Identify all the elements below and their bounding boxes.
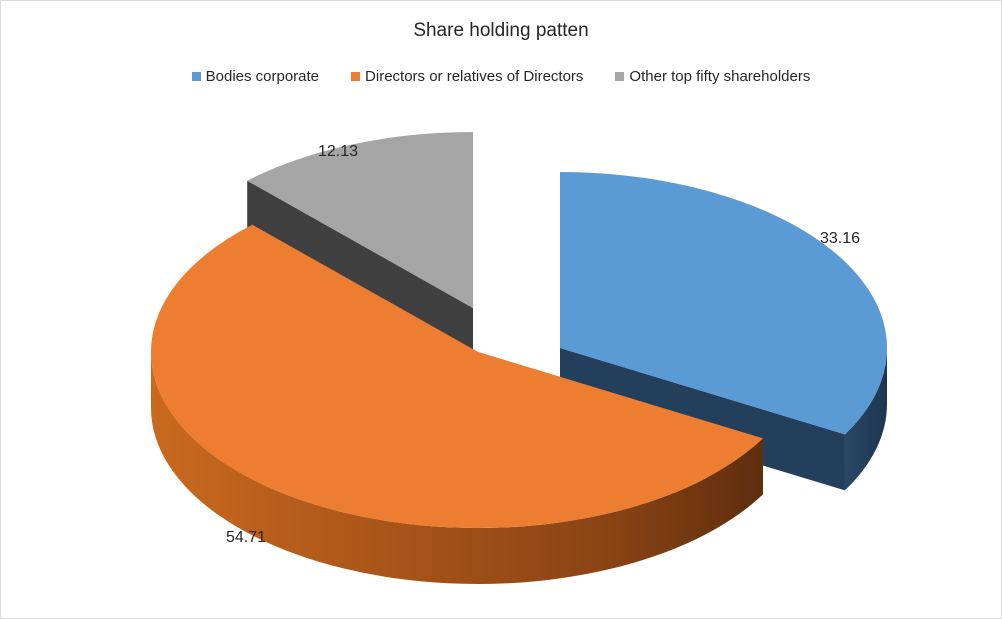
data-label: 54.71 bbox=[226, 529, 266, 546]
pie-slice-side-bodies-corporate bbox=[844, 348, 887, 491]
pie-slice-directors-or-relatives-of-directors bbox=[150, 224, 763, 529]
data-label: 12.13 bbox=[318, 143, 358, 160]
pie-slice-wall-bodies-corporate bbox=[560, 348, 845, 491]
legend-item-bodies-corporate: Bodies corporate bbox=[191, 68, 320, 85]
pie-slice-bodies-corporate bbox=[560, 172, 887, 435]
legend-label: Bodies corporate bbox=[205, 68, 320, 85]
legend-swatch bbox=[615, 72, 625, 81]
legend-swatch bbox=[351, 72, 361, 81]
legend-label: Other top fifty shareholders bbox=[629, 68, 811, 85]
legend-item-other-top-fifty: Other top fifty shareholders bbox=[615, 68, 810, 85]
pie-slice-other-top-fifty-shareholders bbox=[247, 132, 473, 308]
legend: Bodies corporate Directors or relatives … bbox=[1, 68, 1001, 85]
legend-item-directors: Directors or relatives of Directors bbox=[351, 68, 583, 85]
legend-swatch bbox=[191, 72, 201, 81]
legend-label: Directors or relatives of Directors bbox=[365, 68, 584, 85]
pie-slice-side-directors-or-relatives-of-directors bbox=[151, 352, 763, 584]
chart-title: Share holding patten bbox=[413, 20, 589, 41]
data-label: 33.16 bbox=[820, 230, 860, 247]
